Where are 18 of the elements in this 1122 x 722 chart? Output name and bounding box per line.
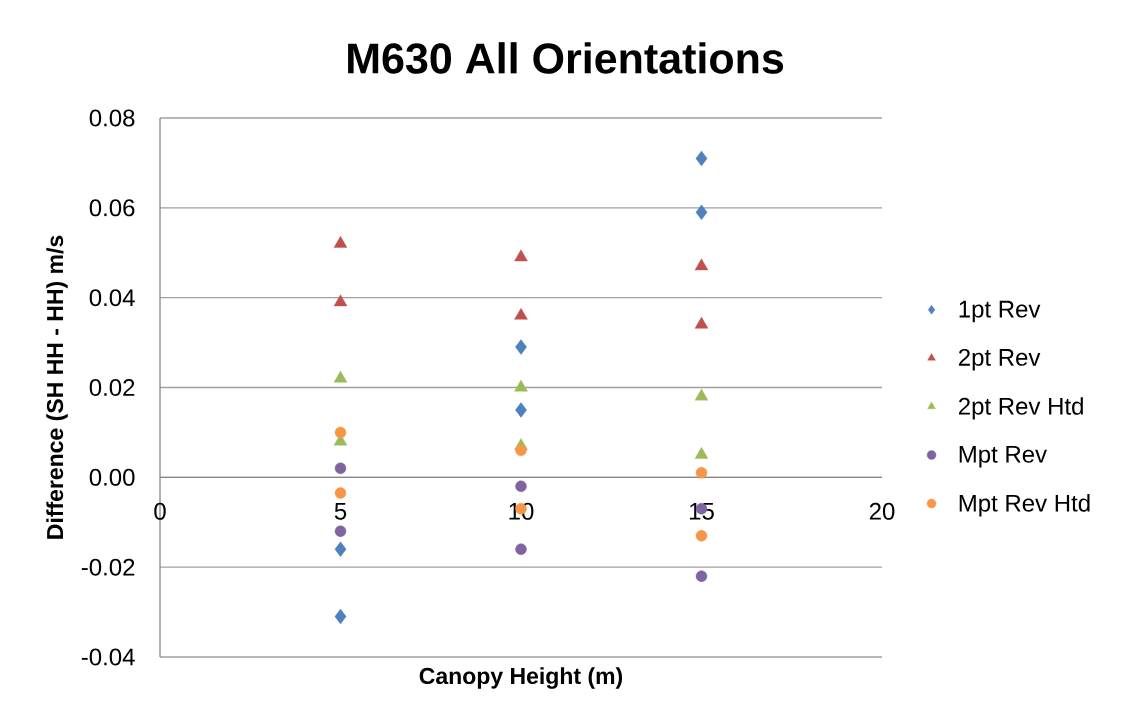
y-tick-label: 0.00 (89, 468, 135, 486)
legend-label: 2pt Rev Htd (958, 397, 1083, 420)
y-tick-label: -0.02 (81, 558, 135, 576)
y-tick-label: 0.04 (89, 289, 135, 307)
x-tick-label: 20 (869, 502, 895, 520)
legend-label: 2pt Rev (958, 348, 1041, 371)
chart-title: M630 All Orientations (348, 42, 784, 74)
x-tick-label: 5 (334, 502, 347, 520)
y-axis-title: Difference (SH HH - HH) m/s (46, 235, 68, 539)
x-tick-label: 0 (154, 502, 166, 520)
y-tick-label: -0.04 (81, 648, 135, 666)
y-tick-label: 0.02 (89, 379, 135, 396)
legend-label: 1pt Rev (959, 300, 1041, 323)
y-tick-label: 0.06 (89, 199, 135, 217)
legend-label: Mpt Rev Htd (959, 494, 1090, 517)
legend-label: Mpt Rev (959, 446, 1048, 468)
x-axis-title: Canopy Height (m) (419, 667, 623, 689)
y-tick-label: 0.08 (89, 109, 135, 127)
